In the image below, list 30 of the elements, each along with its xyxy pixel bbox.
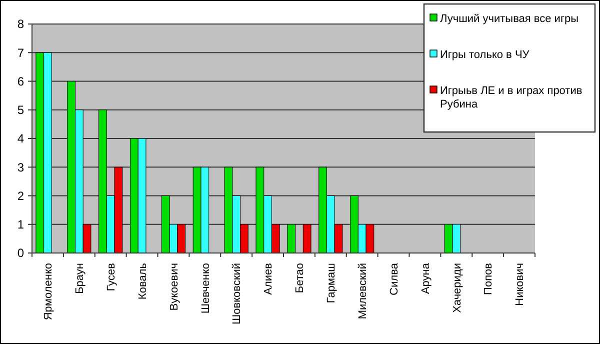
x-tick-label: Бетао [294, 263, 306, 294]
x-tick-label: Ярмоленко [42, 263, 55, 320]
x-tick-label: Браун [74, 263, 86, 294]
x-tick-label: Шовковский [231, 263, 244, 324]
x-tick-label: Хачериди [451, 263, 464, 313]
x-tick-label: Вукоевич [168, 263, 180, 311]
bar [287, 224, 296, 254]
y-tick-label: 4 [17, 132, 24, 146]
y-tick-label: 5 [17, 103, 24, 118]
x-tick-label: Милевский [356, 263, 369, 320]
legend-label: Лучший учитывая все игры [440, 12, 579, 25]
x-tick-label: Шевченко [200, 263, 212, 314]
legend-label: Игры только в ЧУ [440, 48, 530, 61]
x-tick-label: Алиев [262, 262, 275, 295]
y-tick-label: 0 [17, 246, 24, 260]
x-tick-label: Никович [514, 263, 526, 306]
legend-label: Игрыьв ЛЕ и в играх против Рубина [440, 84, 582, 111]
y-tick-label: 8 [17, 17, 24, 32]
y-tick-label: 1 [17, 218, 24, 232]
x-tick-label: Попов [482, 262, 495, 295]
y-tick-label: 7 [17, 46, 24, 60]
y-tick-label: 2 [17, 188, 24, 203]
bar [302, 224, 312, 254]
y-tick-label: 3 [17, 160, 24, 174]
x-tick-label: Коваль [136, 262, 149, 300]
x-tick-label: Гусев [105, 262, 118, 292]
y-tick-label: 6 [17, 74, 24, 88]
x-tick-label: Аруна [420, 262, 432, 294]
x-tick-label: Гармаш [326, 262, 338, 304]
x-tick-label: Силва [388, 262, 400, 296]
